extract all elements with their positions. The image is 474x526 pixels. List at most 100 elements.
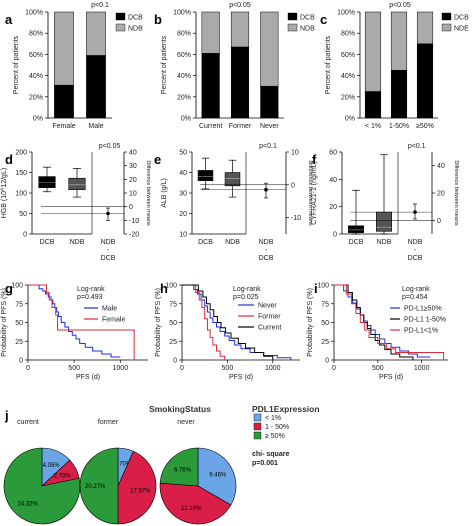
box: [38, 176, 56, 188]
log-rank-annotation: p=0.025: [233, 294, 259, 301]
log-rank-annotation: p=0.454: [402, 294, 428, 301]
y-axis-label: Probability of PFS (%): [307, 288, 314, 357]
bar-ndb: [86, 11, 106, 56]
x-tick-label: DCB: [349, 239, 364, 246]
diff-x-label: DCB: [101, 255, 116, 262]
y-tick-label: 25: [169, 339, 177, 346]
panel-letter: e: [154, 152, 161, 167]
diff-x-label: -: [265, 247, 268, 254]
y-tick-label: 100: [165, 283, 177, 290]
y2-tick-label: 10: [129, 191, 137, 198]
x-tick-label: 500: [372, 365, 384, 372]
pie-slice: [159, 447, 199, 487]
box: [224, 172, 241, 187]
y2-tick-label: 40: [437, 163, 445, 170]
pie-slice-label: 12.16%: [181, 506, 202, 512]
diff-x-label: NDB: [408, 239, 423, 246]
y-tick-label: 0%: [345, 116, 355, 123]
legend-label: Current: [258, 325, 281, 332]
bar-ndb: [230, 11, 250, 48]
y2-tick-label: 0: [291, 182, 295, 189]
bar-ndb: [416, 11, 434, 45]
y-tick-label: 0: [173, 358, 177, 365]
legend-label: DCB: [128, 15, 143, 22]
legend-label: DCB: [454, 15, 469, 22]
x-axis-label: PFS (d): [76, 374, 100, 381]
y-tick-label: 40: [329, 177, 337, 184]
y2-tick-label: 20: [437, 191, 445, 198]
x-tick-label: 500: [222, 365, 234, 372]
x-tick-label: Female: [52, 123, 75, 130]
p-value: p<0.1: [408, 143, 426, 150]
pie-slice-label: 20.27%: [85, 484, 106, 490]
y-tick-label: 50: [321, 320, 329, 327]
bar-dcb: [86, 55, 106, 119]
y-tick-label: 25: [321, 339, 329, 346]
x-tick-label: 1000: [265, 365, 281, 372]
y2-tick-label: 20: [129, 177, 137, 184]
legend-label: NDB: [300, 26, 315, 33]
y-tick-label: 100: [317, 283, 329, 290]
pie-slice: [197, 447, 237, 506]
pie-slice: [117, 450, 157, 525]
km-curve-former: [182, 284, 226, 360]
x-tick-label: Current: [199, 123, 222, 130]
y-tick-label: 0: [333, 232, 337, 239]
bar-ndb: [201, 11, 220, 54]
log-rank-annotation: Log-rank: [77, 286, 105, 293]
y-tick-label: 75: [321, 301, 329, 308]
legend-swatch: [287, 23, 298, 32]
y-tick-label: 75: [15, 301, 23, 308]
km-curve-female: [28, 284, 135, 360]
legend-title: PDL1Expression: [252, 404, 320, 414]
y-tick-label: 200: [15, 150, 27, 157]
x-tick-label: Former: [229, 123, 252, 130]
legend-label: DCB: [300, 15, 315, 22]
y-tick-label: 150: [15, 170, 27, 177]
x-tick-label: Never: [260, 123, 279, 130]
y-axis-label: Percent of patients: [325, 35, 332, 94]
y-axis-label: Percent of patients: [13, 35, 20, 94]
y-tick-label: 25: [15, 339, 23, 346]
y2-axis-label: Difference between means: [307, 160, 313, 226]
y-axis-label: ALB (g/L): [161, 178, 168, 208]
pie-slice: [3, 447, 81, 525]
y2-tick-label: -20: [129, 232, 139, 239]
legend-label: Male: [102, 306, 117, 313]
log-rank-annotation: Log-rank: [233, 286, 261, 293]
legend-label: PD-L1≥50%: [404, 306, 442, 313]
bar-dcb: [416, 43, 434, 119]
panel-f: f p<0.1 0 20 40 60 CYFRA21-1 (ng/mL) DCB NDB 0 20 4…: [311, 143, 459, 262]
panel-c: c p<0.05 0% 20% 40% 60% 80% 100% Percent of pati…: [320, 2, 469, 130]
p-value: p<0.1: [91, 2, 109, 9]
box: [197, 170, 214, 181]
p-value: p<0.05: [229, 2, 251, 9]
y-tick-label: 100%: [337, 10, 355, 17]
y-tick-label: 40%: [341, 73, 355, 80]
x-tick-label: 1000: [113, 365, 129, 372]
y2-tick-label: 30: [129, 163, 137, 170]
panel-e: e p<0.1 10 20 30 40 50 ALB (g/L) DCB NDB -10 0 10 Dif…: [154, 143, 313, 262]
x-tick-label: 0: [332, 365, 336, 372]
x-tick-label: DCB: [198, 239, 213, 246]
panel-b: b p<0.05 0% 20% 40% 60% 80% 100% Percent of pati…: [154, 2, 315, 130]
p-value: p<0.05: [99, 143, 121, 150]
pie-group-label: never: [177, 419, 195, 426]
diff-x-label: DCB: [259, 255, 274, 262]
pie-slice-label: 2.70%: [54, 473, 72, 479]
y-axis-label: Percent of patients: [161, 35, 168, 94]
box: [68, 177, 86, 191]
panel-letter: f: [312, 152, 317, 167]
legend-label: NDE: [454, 26, 469, 33]
y-tick-label: 40: [179, 170, 187, 177]
y-tick-label: 30: [179, 191, 187, 198]
x-tick-label: NDB: [225, 239, 240, 246]
panel-letter: c: [320, 12, 327, 27]
x-tick-label: 1-50%: [389, 123, 409, 130]
legend-swatch: [441, 23, 452, 32]
pie-slice-label: 9.46%: [209, 473, 227, 479]
panel-letter: g: [5, 281, 13, 296]
